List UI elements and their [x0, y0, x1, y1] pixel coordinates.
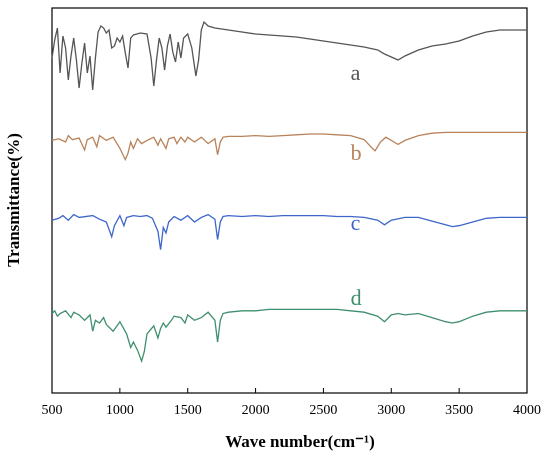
x-tick-label: 1500 [174, 403, 202, 418]
x-tick-label: 2500 [309, 403, 337, 418]
plot-frame [51, 7, 528, 394]
x-tick-label: 1000 [106, 403, 134, 418]
series-label-layer: a b c d [351, 60, 362, 310]
x-axis-ticks: 500 1000 1500 2000 2500 3000 3500 4000 [42, 388, 541, 418]
x-tick-label: 3000 [377, 403, 405, 418]
spectrum-line-a [51, 20, 527, 91]
series-layer [51, 20, 527, 364]
x-tick-label: 500 [42, 403, 63, 418]
x-tick-label: 2000 [242, 403, 270, 418]
series-label-c: c [351, 210, 361, 235]
series-label-b: b [351, 140, 362, 165]
series-label-a: a [351, 60, 361, 85]
spectrum-line-d [51, 308, 527, 364]
x-axis-title: Wave number(cm⁻¹) [225, 432, 375, 451]
y-axis-title: Transmittance(%) [4, 133, 23, 267]
x-tick-label: 3500 [445, 403, 473, 418]
spectrum-line-c [51, 213, 527, 250]
spectrum-line-b [51, 131, 527, 162]
x-tick-label: 4000 [513, 403, 541, 418]
series-label-d: d [351, 285, 362, 310]
